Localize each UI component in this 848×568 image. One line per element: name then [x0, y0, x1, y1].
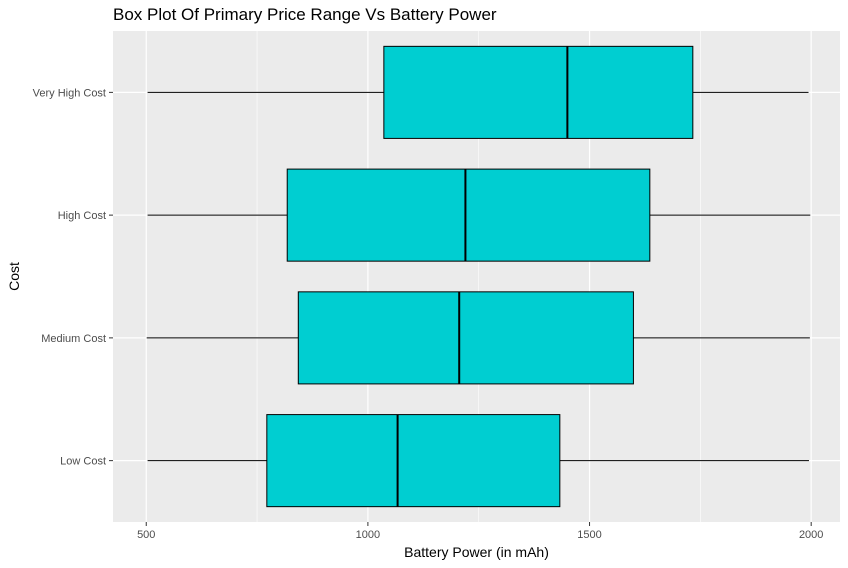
x-tick-label: 1500: [577, 529, 601, 541]
iqr-box: [383, 45, 694, 139]
y-tick-label: Very High Cost: [33, 87, 106, 99]
box-high-cost: [147, 168, 811, 262]
x-tick-label: 2000: [799, 529, 823, 541]
y-tick-label: Medium Cost: [41, 333, 106, 345]
iqr-box: [266, 414, 561, 508]
iqr-box: [286, 168, 651, 262]
chart-title: Box Plot Of Primary Price Range Vs Batte…: [113, 5, 497, 24]
box-medium-cost: [146, 291, 810, 385]
axes: 500 1000 1500 2000 Low Cost Medium Cost High C…: [33, 87, 824, 541]
boxes: [146, 45, 811, 508]
x-tick-label: 1000: [356, 529, 380, 541]
y-tick-label: High Cost: [58, 210, 106, 222]
box-very-high-cost: [147, 45, 809, 139]
box-low-cost: [147, 414, 809, 508]
iqr-box: [297, 291, 634, 385]
x-axis-title: Battery Power (in mAh): [404, 544, 549, 560]
y-axis-title: Cost: [6, 262, 22, 291]
y-tick-label: Low Cost: [60, 456, 106, 468]
x-tick-label: 500: [137, 529, 155, 541]
